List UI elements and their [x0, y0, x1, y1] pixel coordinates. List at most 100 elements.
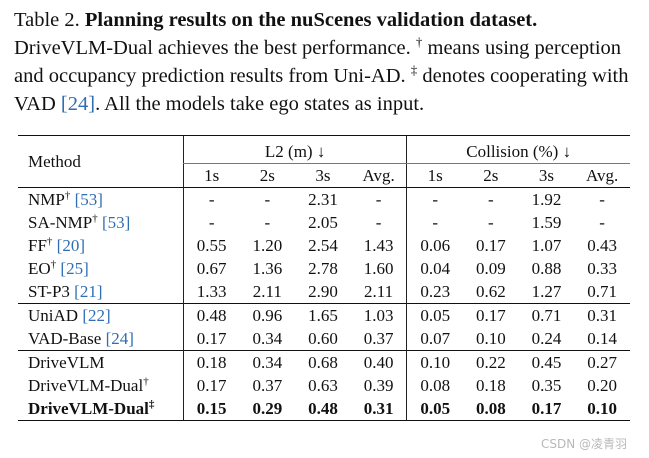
sub-header-collision-1: 2s — [483, 166, 499, 185]
caption-dagger: † — [415, 34, 423, 50]
table-row: ST-P3 [21] 1.33 2.11 2.90 2.11 0.23 0.62 1.27 0.… — [18, 280, 630, 304]
table-row: VAD-Base [24] 0.17 0.34 0.60 0.37 0.07 0.10 0.2… — [18, 327, 630, 351]
value-cell: 0.67 — [182, 257, 240, 280]
value-cell: 0.10 — [574, 397, 630, 421]
value-cell: - — [599, 213, 605, 232]
citation-link[interactable]: [53] — [102, 213, 131, 232]
value-cell: 0.48 — [182, 303, 240, 327]
value-cell: 1.27 — [531, 282, 562, 301]
method-cell: ST-P3 [21] — [18, 280, 183, 304]
value-cell: 1.92 — [518, 187, 575, 211]
method-name: DriveVLM — [28, 353, 105, 372]
value-cell: 0.09 — [475, 259, 506, 278]
method-cell: UniAD [22] — [18, 303, 184, 327]
caption-text-2: means using perception and occupancy pre… — [14, 37, 622, 87]
value-cell: 0.55 — [182, 234, 240, 257]
value-cell: 0.68 — [295, 350, 351, 374]
citation-link[interactable]: [24] — [105, 329, 134, 348]
value-cell: 0.71 — [587, 282, 618, 301]
method-cell: DriveVLM-Dual† — [18, 374, 183, 397]
value-cell: 1.20 — [252, 236, 283, 255]
value-cell: 0.08 — [406, 374, 464, 397]
value-cell: - — [182, 211, 240, 234]
value-cell: 0.39 — [363, 376, 394, 395]
value-cell: 0.06 — [406, 234, 464, 257]
watermark: CSDN @凌青羽 — [540, 437, 627, 451]
value-cell: 0.23 — [406, 280, 464, 304]
value-cell: 0.24 — [531, 329, 562, 348]
value-cell: 0.04 — [406, 257, 464, 280]
planning-results-table: Method L2 (m) ↓ Collision (%) ↓ 1s 2s 3s Av… — [18, 135, 630, 421]
method-cell: NMP† [53] — [18, 187, 184, 211]
citation-link[interactable]: [21] — [74, 282, 103, 301]
value-cell: - — [406, 211, 464, 234]
citation-link[interactable]: [25] — [60, 259, 89, 278]
method-mark: † — [46, 235, 53, 248]
method-name: FF — [28, 236, 47, 255]
value-cell: 0.31 — [574, 303, 630, 327]
value-cell: - — [239, 187, 296, 211]
table-row: EO† [25] 0.67 1.36 2.78 1.60 0.04 0.09 0.88 0.33 — [18, 257, 630, 280]
citation-link[interactable]: [20] — [56, 236, 85, 255]
value-cell: - — [463, 187, 519, 211]
value-cell: 0.07 — [406, 327, 464, 351]
method-name: ST-P3 — [28, 282, 70, 301]
value-cell: 0.17 — [182, 374, 240, 397]
table-row: DriveVLM-Dual† 0.17 0.37 0.63 0.39 0.08 0.18 0.… — [18, 374, 630, 397]
value-cell: 0.40 — [350, 350, 407, 374]
method-mark: † — [50, 258, 57, 271]
method-cell: DriveVLM-Dual‡ — [18, 397, 184, 421]
sub-header-collision-3: Avg. — [586, 166, 619, 185]
method-name: EO — [28, 259, 51, 278]
value-cell: 0.20 — [587, 376, 618, 395]
caption-ddagger: ‡ — [410, 62, 418, 78]
value-cell: 1.07 — [531, 236, 562, 255]
value-cell: 0.71 — [518, 303, 575, 327]
method-name: DriveVLM-Dual — [28, 376, 144, 395]
method-header: Method — [18, 135, 184, 188]
value-cell: 0.14 — [587, 329, 618, 348]
value-cell: 2.05 — [308, 213, 338, 232]
value-cell: 2.31 — [295, 187, 351, 211]
value-cell: 0.43 — [587, 236, 618, 255]
value-cell: - — [488, 213, 494, 232]
value-cell: 2.11 — [364, 282, 394, 301]
value-cell: 0.63 — [308, 376, 338, 395]
sub-header-collision-2: 3s — [538, 166, 555, 185]
sub-header-l2-1: 2s — [259, 166, 275, 185]
value-cell: 1.03 — [350, 303, 407, 327]
citation-link[interactable]: [53] — [74, 190, 103, 209]
caption-text-4: . All the models take ego states as inpu… — [95, 93, 425, 115]
method-mark: † — [92, 212, 98, 225]
sub-header-row: 1s 2s 3s Avg. 1s 2s 3s Avg. — [18, 163, 630, 188]
caption-ref-link[interactable]: [24] — [60, 93, 96, 115]
value-cell: 1.65 — [295, 303, 351, 327]
value-cell: 0.60 — [308, 329, 338, 348]
sub-header-l2-2: 3s — [315, 166, 331, 185]
value-cell: - — [375, 213, 382, 232]
method-mark: † — [143, 375, 149, 388]
value-cell: 1.60 — [363, 259, 394, 278]
method-cell: DriveVLM — [18, 350, 184, 374]
l2-group-header: L2 (m) ↓ — [182, 135, 407, 164]
method-name: SA-NMP — [28, 213, 93, 232]
value-cell: - — [350, 187, 407, 211]
table-row: DriveVLM-Dual‡ 0.15 0.29 0.48 0.31 0.05 0.08 0.… — [18, 397, 630, 421]
value-cell: 1.43 — [363, 236, 394, 255]
citation-link[interactable]: [22] — [82, 306, 111, 325]
collision-group-header: Collision (%) ↓ — [406, 135, 630, 164]
value-cell: 0.17 — [475, 236, 506, 255]
table-row: FF† [20] 0.55 1.20 2.54 1.43 0.06 0.17 1.07 0.43 — [18, 234, 630, 257]
value-cell: 0.10 — [406, 350, 464, 374]
table-row: UniAD [22] 0.48 0.96 1.65 1.03 0.05 0.17 0.71 0.… — [18, 303, 630, 327]
value-cell: 0.35 — [531, 376, 562, 395]
table-row: SA-NMP† [53] - -2.05- - -1.59- — [18, 211, 630, 234]
value-cell: 0.05 — [406, 397, 464, 421]
method-name: VAD-Base — [28, 329, 102, 348]
table-row: NMP† [53] - -2.31- - -1.92- — [18, 187, 630, 211]
value-cell: 1.33 — [182, 280, 240, 304]
value-cell: - — [182, 187, 240, 211]
value-cell: 0.34 — [239, 350, 296, 374]
value-cell: 0.18 — [475, 376, 506, 395]
value-cell: 2.90 — [308, 282, 338, 301]
